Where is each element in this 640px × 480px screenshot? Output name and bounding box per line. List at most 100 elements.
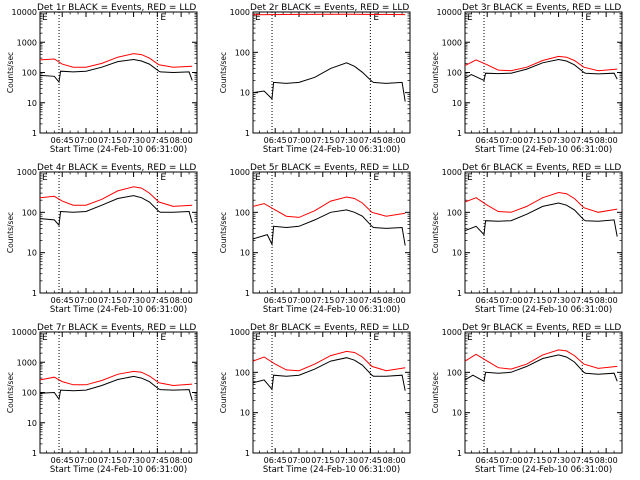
legend-mark-left: E	[42, 333, 48, 343]
series-lld-line	[465, 191, 618, 213]
x-tick-label: 08:00	[170, 456, 193, 465]
x-tick-label: 07:30	[335, 456, 358, 465]
panel-title: Det 4r BLACK = Events, RED = LLD	[37, 163, 196, 173]
x-tick-label: 07:30	[547, 456, 570, 465]
x-axis-label: Start Time (24-Feb-10 06:31:00)	[475, 145, 612, 155]
panel-title: Det 7r BLACK = Events, RED = LLD	[37, 323, 196, 333]
x-tick-label: 06:45	[476, 456, 499, 465]
legend-mark-left: E	[467, 333, 473, 343]
x-tick-label: 07:45	[359, 296, 382, 305]
series-events-line	[465, 354, 618, 383]
x-tick-label: 06:45	[51, 456, 74, 465]
series-lld-line	[253, 13, 406, 16]
y-tick-label: 100	[235, 48, 250, 57]
y-tick-label: 100	[447, 368, 462, 377]
y-tick-label: 1	[245, 129, 250, 138]
detector-panel-4: Det 4r BLACK = Events, RED = LLD 1 10 100 10…	[6, 163, 198, 315]
y-tick-label: 1	[32, 449, 37, 458]
detector-panel-1: Det 1r BLACK = Events, RED = LLD 1 10 100 10…	[6, 3, 198, 155]
y-tick-label: 1	[32, 129, 37, 138]
plot-frame	[464, 11, 623, 134]
x-tick-label: 06:45	[476, 136, 499, 145]
x-tick-label: 07:15	[311, 456, 334, 465]
x-axis-label: Start Time (24-Feb-10 06:31:00)	[50, 465, 187, 475]
detector-panel-8: Det 8r BLACK = Events, RED = LLD 1 10 100 10…	[219, 323, 411, 475]
y-tick-label: 1000	[230, 328, 250, 337]
detector-panel-6: Det 6r BLACK = Events, RED = LLD 1 10 100 10…	[431, 163, 623, 315]
y-tick-label: 1000	[442, 168, 462, 177]
x-tick-label: 08:00	[595, 296, 618, 305]
x-tick-label: 07:00	[74, 296, 97, 305]
y-axis-label: Counts/sec	[431, 372, 440, 413]
plot-frame	[39, 171, 198, 294]
y-tick-label: 1000	[230, 8, 250, 17]
detector-panel-7: Det 7r BLACK = Events, RED = LLD 1 10 100 10…	[6, 323, 198, 475]
x-tick-label: 07:30	[122, 136, 145, 145]
panel-title: Det 5r BLACK = Events, RED = LLD	[250, 163, 409, 173]
x-tick-label: 07:15	[98, 456, 121, 465]
x-tick-label: 08:00	[383, 136, 406, 145]
x-tick-label: 07:15	[523, 456, 546, 465]
plot-frame	[464, 171, 623, 294]
y-tick-label: 10	[27, 99, 37, 108]
y-axis-label: Counts/sec	[6, 212, 15, 253]
legend-mark-left: E	[42, 13, 48, 23]
y-tick-label: 1000	[17, 358, 37, 367]
panel-title: Det 6r BLACK = Events, RED = LLD	[462, 163, 621, 173]
x-tick-label: 07:00	[499, 296, 522, 305]
x-tick-label: 07:00	[499, 136, 522, 145]
y-tick-label: 100	[22, 208, 37, 217]
y-tick-label: 1000	[17, 168, 37, 177]
x-axis-label: Start Time (24-Feb-10 06:31:00)	[475, 305, 612, 315]
x-tick-label: 07:15	[523, 296, 546, 305]
series-events-line	[253, 357, 406, 391]
detector-panel-2: Det 2r BLACK = Events, RED = LLD 1 10 100 10…	[219, 3, 411, 155]
legend-mark-right: E	[585, 333, 591, 343]
y-tick-label: 100	[447, 69, 462, 78]
panel-title: Det 2r BLACK = Events, RED = LLD	[250, 3, 409, 13]
x-tick-label: 07:45	[146, 296, 169, 305]
x-tick-label: 07:30	[547, 296, 570, 305]
x-tick-label: 07:45	[359, 456, 382, 465]
series-lld-line	[40, 53, 193, 68]
plot-frame	[252, 331, 411, 454]
y-tick-label: 10	[240, 249, 250, 258]
x-tick-label: 07:30	[547, 136, 570, 145]
x-tick-label: 07:45	[571, 136, 594, 145]
x-axis-label: Start Time (24-Feb-10 06:31:00)	[50, 145, 187, 155]
x-tick-label: 06:45	[264, 136, 287, 145]
x-tick-label: 08:00	[383, 456, 406, 465]
series-lld-line	[40, 370, 193, 387]
detector-panel-9: Det 9r BLACK = Events, RED = LLD 1 10 100 10…	[431, 323, 623, 475]
y-tick-label: 10	[27, 419, 37, 428]
x-tick-label: 08:00	[383, 296, 406, 305]
series-lld-line	[465, 55, 618, 72]
x-tick-label: 07:00	[287, 296, 310, 305]
y-tick-label: 1000	[442, 38, 462, 47]
legend-mark-right: E	[585, 13, 591, 23]
y-tick-label: 100	[22, 389, 37, 398]
x-tick-label: 07:00	[287, 456, 310, 465]
series-lld-line	[40, 186, 193, 207]
y-tick-label: 10	[452, 99, 462, 108]
series-lld-line	[253, 196, 406, 218]
y-tick-label: 1000	[17, 38, 37, 47]
series-events-line	[40, 375, 193, 401]
legend-mark-left: E	[467, 173, 473, 183]
y-axis-label: Counts/sec	[219, 372, 228, 413]
y-tick-label: 10000	[437, 8, 462, 17]
x-tick-label: 07:15	[311, 136, 334, 145]
series-lld-line	[465, 349, 618, 370]
y-axis-label: Counts/sec	[431, 212, 440, 253]
x-tick-label: 07:45	[571, 296, 594, 305]
series-events-line	[465, 202, 618, 237]
y-axis-label: Counts/sec	[6, 52, 15, 93]
x-tick-label: 07:45	[359, 136, 382, 145]
legend-mark-left: E	[255, 333, 261, 343]
x-tick-label: 06:45	[264, 456, 287, 465]
y-tick-label: 100	[235, 208, 250, 217]
legend-mark-left: E	[255, 13, 261, 23]
detector-panel-3: Det 3r BLACK = Events, RED = LLD 1 10 100 10…	[431, 3, 623, 155]
x-tick-label: 07:00	[74, 456, 97, 465]
x-tick-label: 07:15	[311, 296, 334, 305]
